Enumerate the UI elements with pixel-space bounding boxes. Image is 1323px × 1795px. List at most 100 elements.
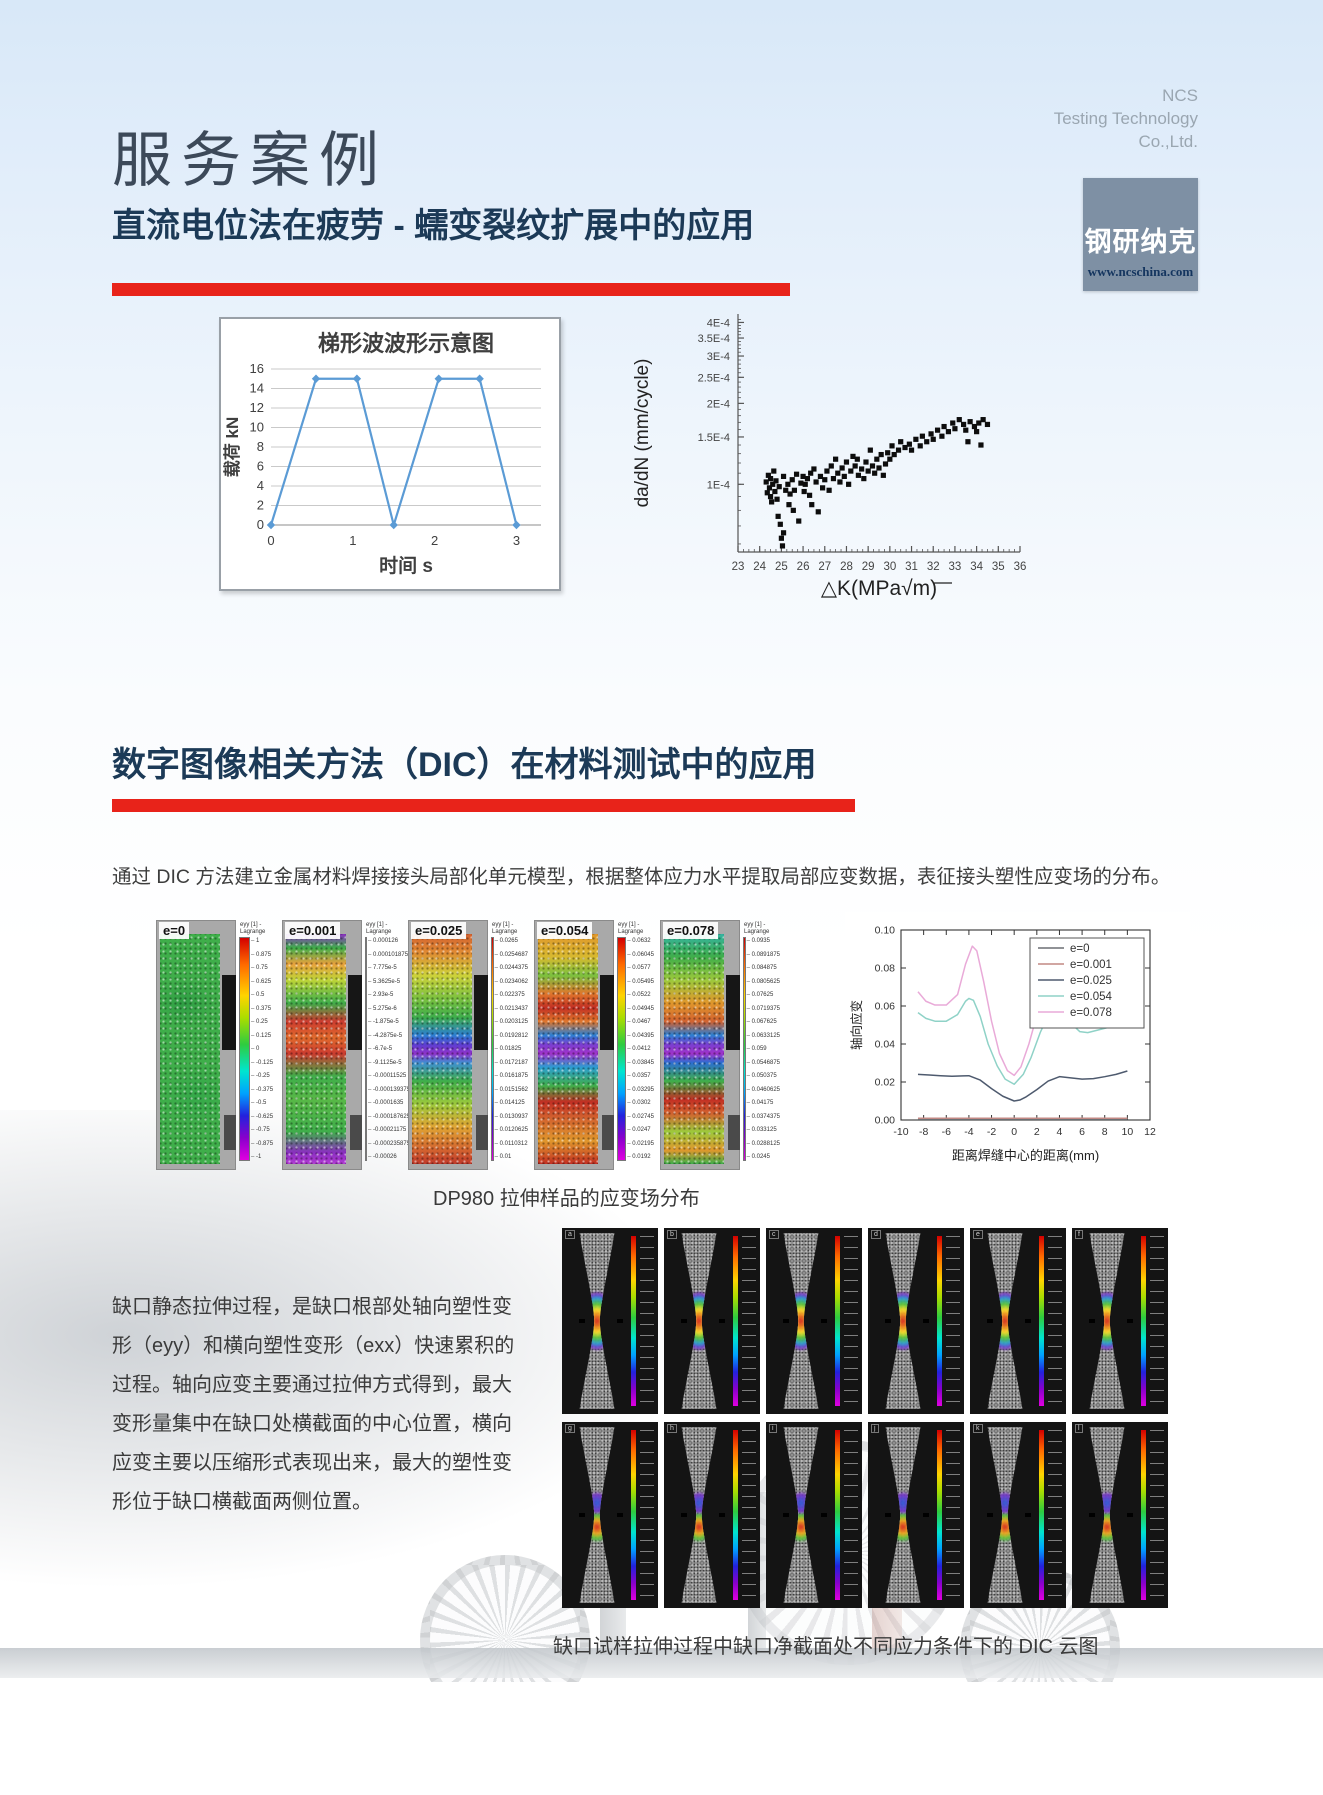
colorbar-ticks bbox=[1048, 1236, 1062, 1406]
dic-specimen-image: e=0 bbox=[156, 920, 236, 1170]
notch-mark bbox=[885, 1319, 892, 1323]
svg-text:-2: -2 bbox=[987, 1126, 996, 1138]
colorbar-title: eyy [1] - Lagrange bbox=[492, 922, 518, 935]
company-name-line: NCS bbox=[1162, 86, 1198, 105]
colorbar-gradient bbox=[631, 1430, 636, 1600]
notch-mark bbox=[681, 1319, 688, 1323]
company-name: NCS Testing Technology Co.,Ltd. bbox=[1054, 84, 1198, 153]
colorbar-ticks bbox=[742, 1430, 756, 1600]
colorbar-tick-value: -9.1125e-5 bbox=[368, 1060, 410, 1066]
company-name-line: Co.,Ltd. bbox=[1138, 132, 1198, 151]
svg-text:4E-4: 4E-4 bbox=[707, 317, 730, 329]
notch-mark bbox=[617, 1513, 624, 1517]
notch-mark bbox=[923, 1513, 930, 1517]
legend-entry: e=0 bbox=[1070, 943, 1090, 955]
logo-website: www.ncschina.com bbox=[1087, 264, 1194, 279]
strain-field-colormap bbox=[412, 934, 472, 1164]
trapezoid-wave-chart: 梯形波波形示意图 0 2 4 6 8 10 12 14 16 0 1 2 3 时间 s 载荷 kN bbox=[219, 317, 561, 591]
svg-text:27: 27 bbox=[818, 561, 831, 573]
colorbar: eyy [1] - Lagrange 0.000126 0.000101875 7.7… bbox=[364, 920, 410, 1170]
notch-mark bbox=[885, 1513, 892, 1517]
crack-growth-rate-scatter-chart: 4E-4 3.5E-4 3E-4 2.5E-4 2E-4 1.5E-4 1E-4 23 24 25… bbox=[588, 300, 1028, 605]
colorbar-tick-value: 0.25 bbox=[251, 1019, 273, 1025]
svg-text:35: 35 bbox=[992, 561, 1005, 573]
strain-level-label: e=0 bbox=[159, 922, 190, 939]
colorbar-tick-value: 0.0633125 bbox=[747, 1033, 780, 1039]
dic-cloud-image: f bbox=[1072, 1228, 1168, 1414]
colorbar-tick-value: 0.022375 bbox=[495, 992, 528, 998]
colorbar-gradient bbox=[618, 938, 626, 1160]
svg-text:0: 0 bbox=[257, 517, 264, 532]
colorbar-tick-value: -0.000235875 bbox=[368, 1141, 410, 1147]
svg-text:3.5E-4: 3.5E-4 bbox=[698, 333, 730, 345]
dic-intro-paragraph: 通过 DIC 方法建立金属材料焊接接头局部化单元模型，根据整体应力水平提取局部应… bbox=[112, 866, 1171, 888]
svg-text:2.5E-4: 2.5E-4 bbox=[698, 372, 730, 384]
colorbar-ticks bbox=[946, 1430, 960, 1600]
notch-mark bbox=[1089, 1319, 1096, 1323]
colorbar-title: eyy [1] - Lagrange bbox=[366, 922, 392, 935]
notch-mark bbox=[617, 1319, 624, 1323]
colorbar-ticks: 0.0632 0.06045 0.0577 0.05495 0.0522 0.04945 0… bbox=[627, 938, 654, 1160]
grip-shadow bbox=[476, 1115, 488, 1150]
dic-cloud-image: a bbox=[562, 1228, 658, 1414]
notch-mark bbox=[579, 1513, 586, 1517]
y-axis-label: da/dN (mm/cycle) bbox=[632, 359, 653, 508]
colorbar-tick-value: 0.06045 bbox=[627, 952, 654, 958]
svg-text:25: 25 bbox=[775, 561, 788, 573]
colorbar-tick-value: 0.0120625 bbox=[495, 1127, 528, 1133]
dic-specimen-image: e=0.025 bbox=[408, 920, 488, 1170]
dic-cloud-image: j bbox=[868, 1422, 964, 1608]
colorbar-tick-value: 0.0805625 bbox=[747, 979, 780, 985]
section-underline bbox=[112, 799, 855, 812]
strain-field-colormap bbox=[664, 934, 724, 1164]
svg-text:10: 10 bbox=[1122, 1126, 1134, 1138]
subfigure-letter: g bbox=[565, 1424, 575, 1433]
grip-shadow bbox=[728, 1115, 740, 1150]
colorbar-ticks bbox=[844, 1236, 858, 1406]
svg-text:2: 2 bbox=[1034, 1126, 1040, 1138]
svg-text:2: 2 bbox=[431, 533, 438, 548]
colorbar-tick-value: 2.93e-5 bbox=[368, 992, 410, 998]
extensometer-slot bbox=[600, 975, 614, 1050]
colorbar-tick-value: 0.0522 bbox=[627, 992, 654, 998]
svg-text:28: 28 bbox=[840, 561, 853, 573]
legend-entry: e=0.054 bbox=[1070, 991, 1112, 1003]
colorbar-tick-value: -0.25 bbox=[251, 1073, 273, 1079]
dic-specimen-image: e=0.054 bbox=[534, 920, 614, 1170]
svg-text:3: 3 bbox=[513, 533, 520, 548]
colorbar-ticks: 0.0265 0.0254687 0.0244375 0.0234062 0.02237… bbox=[495, 938, 528, 1160]
subfigure-letter: j bbox=[871, 1424, 879, 1433]
colorbar-tick-value: 0.0203125 bbox=[495, 1019, 528, 1025]
colorbar-tick-value: 0.0192812 bbox=[495, 1033, 528, 1039]
svg-text:8: 8 bbox=[257, 439, 264, 454]
svg-text:26: 26 bbox=[797, 561, 810, 573]
chart-title: 梯形波波形示意图 bbox=[318, 331, 494, 356]
legend-entry: e=0.025 bbox=[1070, 975, 1112, 987]
notch-mark bbox=[783, 1513, 790, 1517]
notch-mark bbox=[783, 1319, 790, 1323]
colorbar-tick-value: -6.7e-5 bbox=[368, 1046, 410, 1052]
svg-text:0.04: 0.04 bbox=[875, 1039, 896, 1051]
svg-text:16: 16 bbox=[250, 361, 264, 376]
svg-text:30: 30 bbox=[883, 561, 896, 573]
colorbar-tick-value: 0.0265 bbox=[495, 938, 528, 944]
grip-shadow bbox=[602, 1115, 614, 1150]
colorbar-tick-value: 0.0110312 bbox=[495, 1141, 528, 1147]
colorbar-tick-value: 0.014125 bbox=[495, 1100, 528, 1106]
x-axis-label: 距离焊缝中心的距离(mm) bbox=[952, 1148, 1099, 1163]
company-name-line: Testing Technology bbox=[1053, 109, 1198, 128]
colorbar-tick-value: 0.0302 bbox=[627, 1100, 654, 1106]
svg-text:0.08: 0.08 bbox=[875, 963, 896, 975]
colorbar-gradient bbox=[1039, 1430, 1044, 1600]
svg-text:24: 24 bbox=[753, 561, 766, 573]
extensometer-slot bbox=[474, 975, 488, 1050]
svg-text:0: 0 bbox=[1011, 1126, 1017, 1138]
colorbar-gradient bbox=[1141, 1236, 1146, 1406]
colorbar-tick-value: 0.084875 bbox=[747, 965, 780, 971]
colorbar-tick-value: 0.0546875 bbox=[747, 1060, 780, 1066]
colorbar-tick-value: 0.0577 bbox=[627, 965, 654, 971]
colorbar-tick-value: 0.02745 bbox=[627, 1114, 654, 1120]
svg-text:0.02: 0.02 bbox=[875, 1077, 896, 1089]
notch-mark bbox=[987, 1513, 994, 1517]
